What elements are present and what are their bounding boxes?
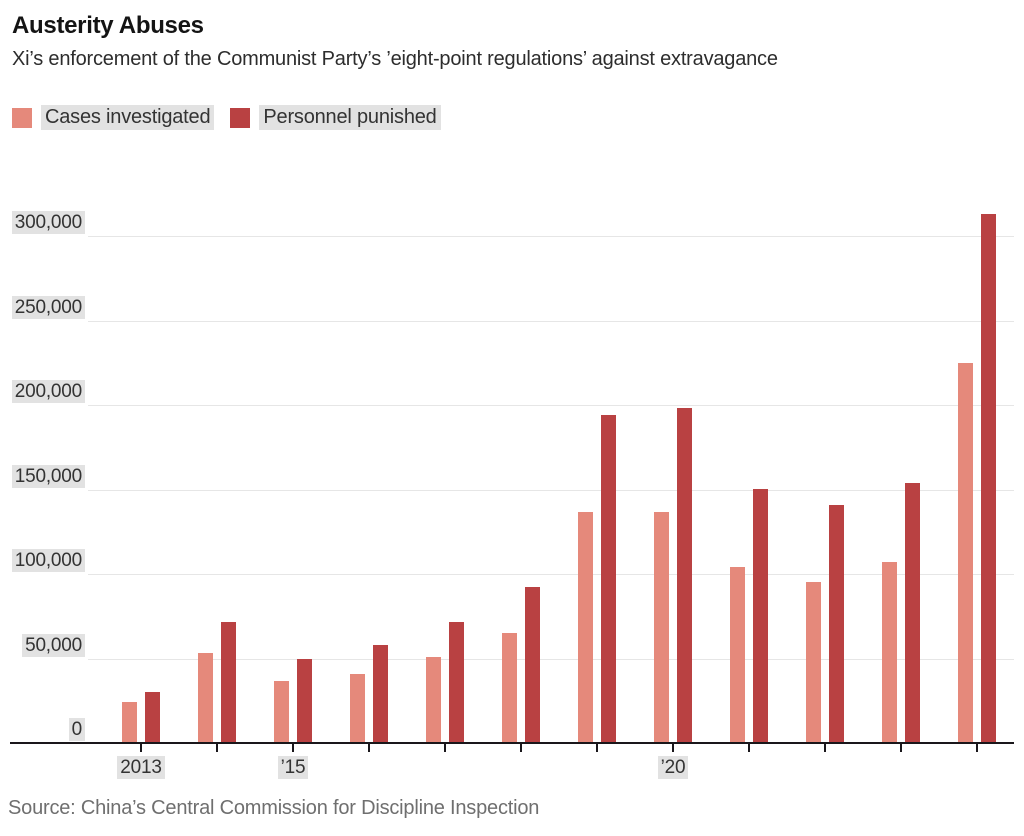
legend-swatch-personnel-punished <box>230 107 251 128</box>
x-axis-tick-2021 <box>748 743 750 752</box>
bar-personnel-punished-2021 <box>753 489 768 743</box>
gridline-300000 <box>88 236 1014 237</box>
x-axis-baseline <box>10 742 1014 744</box>
y-axis-label-50000: 50,000 <box>0 634 85 657</box>
x-axis-label-text: 2013 <box>117 756 165 779</box>
bar-personnel-punished-2023 <box>905 483 920 743</box>
x-axis-tick-2024 <box>976 743 978 752</box>
x-axis-label-2015: ’15 <box>253 756 333 779</box>
x-axis-tick-2020 <box>672 743 674 752</box>
bar-personnel-punished-2017 <box>449 622 464 743</box>
y-axis-label-250000: 250,000 <box>0 296 85 319</box>
x-axis-label-2020: ’20 <box>633 756 713 779</box>
y-axis-label-300000: 300,000 <box>0 211 85 234</box>
bar-cases-investigated-2016 <box>350 674 365 743</box>
y-axis-label-200000: 200,000 <box>0 380 85 403</box>
bar-cases-investigated-2013 <box>122 702 137 743</box>
bar-personnel-punished-2013 <box>145 692 160 743</box>
x-axis-tick-2017 <box>444 743 446 752</box>
x-axis-label-text: ’15 <box>277 756 309 779</box>
legend-swatch-cases-investigated <box>12 107 32 128</box>
x-axis-tick-2022 <box>824 743 826 752</box>
bar-personnel-punished-2016 <box>373 645 388 743</box>
y-axis-label-text: 100,000 <box>11 549 85 572</box>
bar-personnel-punished-2022 <box>829 505 844 743</box>
legend-item-cases-investigated: Cases investigated <box>12 105 215 130</box>
bar-personnel-punished-2019 <box>601 415 616 743</box>
x-axis-tick-2013 <box>140 743 142 752</box>
y-axis-label-text: 150,000 <box>11 465 85 488</box>
gridline-200000 <box>88 405 1014 406</box>
x-axis-label-text: ’20 <box>657 756 689 779</box>
bar-cases-investigated-2017 <box>426 657 441 743</box>
x-axis-tick-2019 <box>596 743 598 752</box>
bar-cases-investigated-2014 <box>198 653 213 743</box>
bar-personnel-punished-2014 <box>221 622 236 743</box>
bar-cases-investigated-2023 <box>882 562 897 743</box>
gridline-50000 <box>88 659 1014 660</box>
x-axis-tick-2023 <box>900 743 902 752</box>
y-axis-label-150000: 150,000 <box>0 465 85 488</box>
legend-label-cases-investigated: Cases investigated <box>41 105 215 130</box>
gridline-100000 <box>88 574 1014 575</box>
bar-personnel-punished-2018 <box>525 587 540 743</box>
x-axis-tick-2016 <box>368 743 370 752</box>
y-axis-label-text: 0 <box>68 718 85 741</box>
bar-personnel-punished-2015 <box>297 659 312 743</box>
legend-item-personnel-punished: Personnel punished <box>230 105 441 130</box>
bar-personnel-punished-2024 <box>981 214 996 743</box>
x-axis-tick-2014 <box>216 743 218 752</box>
x-axis-tick-2018 <box>520 743 522 752</box>
y-axis-label-text: 50,000 <box>22 634 85 657</box>
y-axis-label-0: 0 <box>0 718 85 741</box>
bar-cases-investigated-2020 <box>654 512 669 743</box>
x-axis-label-2013: 2013 <box>101 756 181 779</box>
bar-cases-investigated-2022 <box>806 582 821 743</box>
legend-label-personnel-punished: Personnel punished <box>259 105 441 130</box>
legend: Cases investigated Personnel punished <box>12 105 441 130</box>
bar-cases-investigated-2018 <box>502 633 517 743</box>
gridline-150000 <box>88 490 1014 491</box>
x-axis-tick-2015 <box>292 743 294 752</box>
bar-cases-investigated-2019 <box>578 512 593 743</box>
y-axis-label-text: 300,000 <box>11 211 85 234</box>
gridline-250000 <box>88 321 1014 322</box>
chart-title: Austerity Abuses <box>12 12 204 39</box>
bar-personnel-punished-2020 <box>677 408 692 743</box>
chart-subtitle: Xi’s enforcement of the Communist Party’… <box>12 48 778 70</box>
y-axis-label-100000: 100,000 <box>0 549 85 572</box>
y-axis-label-text: 200,000 <box>11 380 85 403</box>
source-note: Source: China’s Central Commission for D… <box>8 797 540 819</box>
bar-cases-investigated-2015 <box>274 681 289 743</box>
y-axis-label-text: 250,000 <box>11 296 85 319</box>
bar-cases-investigated-2024 <box>958 363 973 743</box>
bar-cases-investigated-2021 <box>730 567 745 743</box>
